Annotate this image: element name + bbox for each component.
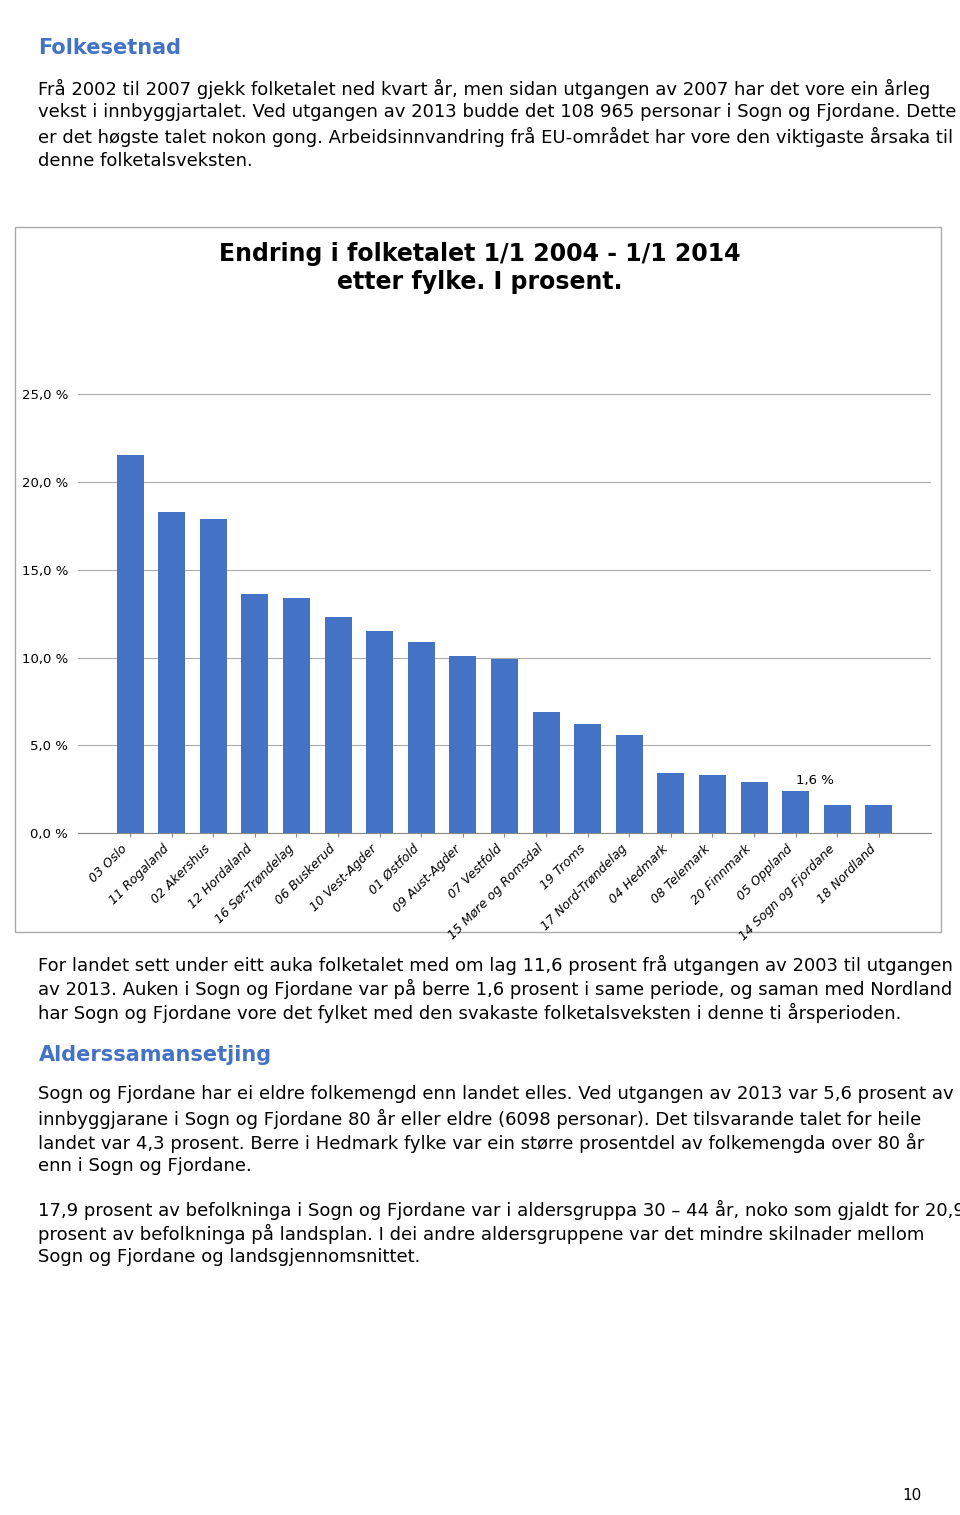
Text: har Sogn og Fjordane vore det fylket med den svakaste folketalsveksten i denne t: har Sogn og Fjordane vore det fylket med… xyxy=(38,1003,901,1023)
Bar xyxy=(824,804,851,833)
Bar xyxy=(449,656,476,833)
Text: er det høgste talet nokon gong. Arbeidsinnvandring frå EU-området har vore den v: er det høgste talet nokon gong. Arbeidsi… xyxy=(38,127,953,147)
Bar xyxy=(366,632,394,833)
Text: innbyggjarane i Sogn og Fjordane 80 år eller eldre (6098 personar). Det tilsvara: innbyggjarane i Sogn og Fjordane 80 år e… xyxy=(38,1109,922,1129)
Text: enn i Sogn og Fjordane.: enn i Sogn og Fjordane. xyxy=(38,1157,252,1176)
Bar xyxy=(740,782,768,833)
Text: Frå 2002 til 2007 gjekk folketalet ned kvart år, men sidan utgangen av 2007 har : Frå 2002 til 2007 gjekk folketalet ned k… xyxy=(38,79,930,98)
Text: Sogn og Fjordane har ei eldre folkemengd enn landet elles. Ved utgangen av 2013 : Sogn og Fjordane har ei eldre folkemengd… xyxy=(38,1085,954,1103)
Text: For landet sett under eitt auka folketalet med om lag 11,6 prosent frå utgangen : For landet sett under eitt auka folketal… xyxy=(38,954,953,974)
Bar xyxy=(574,724,601,833)
Text: landet var 4,3 prosent. Berre i Hedmark fylke var ein større prosentdel av folke: landet var 4,3 prosent. Berre i Hedmark … xyxy=(38,1133,924,1153)
Bar xyxy=(658,774,684,833)
Text: Sogn og Fjordane og landsgjennomsnittet.: Sogn og Fjordane og landsgjennomsnittet. xyxy=(38,1248,420,1267)
Bar xyxy=(491,659,518,833)
Bar xyxy=(408,642,435,833)
Bar xyxy=(200,518,227,833)
Bar xyxy=(158,512,185,833)
Text: Alderssamansetjing: Alderssamansetjing xyxy=(38,1045,272,1065)
Text: av 2013. Auken i Sogn og Fjordane var på berre 1,6 prosent i same periode, og sa: av 2013. Auken i Sogn og Fjordane var på… xyxy=(38,979,952,998)
Text: Folkesetnad: Folkesetnad xyxy=(38,38,181,58)
Text: prosent av befolkninga på landsplan. I dei andre aldersgruppene var det mindre s: prosent av befolkninga på landsplan. I d… xyxy=(38,1224,924,1244)
Bar xyxy=(116,456,144,833)
Bar xyxy=(533,712,560,833)
Text: Endring i folketalet 1/1 2004 - 1/1 2014
etter fylke. I prosent.: Endring i folketalet 1/1 2004 - 1/1 2014… xyxy=(219,242,741,294)
Text: 10: 10 xyxy=(902,1488,922,1503)
Text: denne folketalsveksten.: denne folketalsveksten. xyxy=(38,152,253,170)
Bar xyxy=(699,776,726,833)
Bar xyxy=(782,791,809,833)
Text: vekst i innbyggjartalet. Ved utgangen av 2013 budde det 108 965 personar i Sogn : vekst i innbyggjartalet. Ved utgangen av… xyxy=(38,103,957,121)
Text: 1,6 %: 1,6 % xyxy=(796,774,833,788)
Bar xyxy=(865,804,893,833)
Bar xyxy=(615,735,643,833)
Bar xyxy=(324,617,351,833)
Bar xyxy=(241,594,269,833)
Bar xyxy=(283,598,310,833)
Text: 17,9 prosent av befolkninga i Sogn og Fjordane var i aldersgruppa 30 – 44 år, no: 17,9 prosent av befolkninga i Sogn og Fj… xyxy=(38,1200,960,1220)
